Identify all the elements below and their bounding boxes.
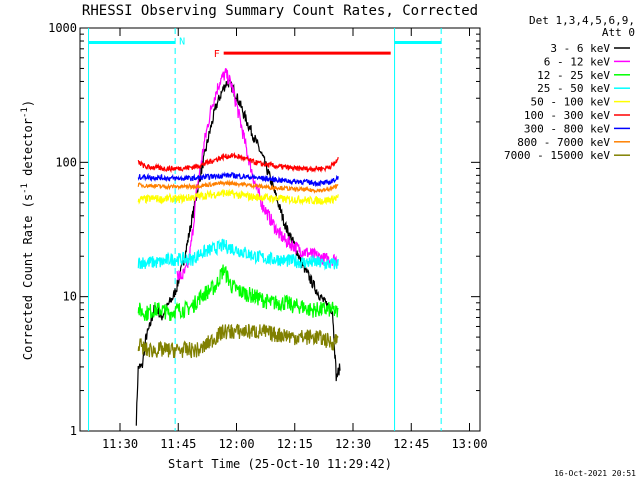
x-tick-label-4: 12:30 (335, 437, 371, 451)
night-label: N (179, 36, 185, 47)
legend-label-3: 25 - 50 keV (537, 82, 610, 95)
y-tick-label-1: 10 (63, 290, 77, 304)
legend-label-1: 6 - 12 keV (544, 55, 611, 68)
y-tick-label-2: 100 (55, 155, 77, 169)
x-tick-label-0: 11:30 (102, 437, 138, 451)
svg-text:Corrected Count Rate (s-1 dete: Corrected Count Rate (s-1 detector-1) (20, 100, 35, 360)
series-line-25-50-keV (137, 238, 339, 271)
legend-label-7: 800 - 7000 keV (517, 136, 610, 149)
legend-label-0: 3 - 6 keV (550, 42, 610, 55)
legend-label-5: 100 - 300 keV (524, 109, 610, 122)
series-line-50-100-keV (137, 188, 339, 206)
legend-header-1: Att 0 (602, 26, 635, 39)
series-line-800-7000-keV (137, 179, 339, 194)
flare-label: F (214, 49, 220, 60)
x-axis-label: Start Time (25-Oct-10 11:29:42) (168, 457, 392, 471)
x-tick-label-2: 12:00 (218, 437, 254, 451)
series-line-300-800-keV (137, 171, 339, 188)
legend-label-8: 7000 - 15000 keV (504, 149, 610, 162)
x-tick-label-6: 13:00 (451, 437, 487, 451)
series-line-12-25-keV (137, 264, 339, 322)
legend-label-2: 12 - 25 keV (537, 69, 610, 82)
x-tick-label-1: 11:45 (160, 437, 196, 451)
legend-header-0: Det 1,3,4,5,6,9, (529, 14, 635, 27)
series-line-100-300-keV (137, 151, 339, 174)
y-axis-label: Corrected Count Rate (s-1 detector-1) (20, 100, 35, 360)
y-tick-label-0: 1 (70, 424, 77, 438)
x-tick-label-3: 12:15 (277, 437, 313, 451)
legend-label-4: 50 - 100 keV (531, 96, 611, 109)
series-line-7000-15000-keV (137, 323, 339, 359)
series-line-6-12-keV (176, 68, 339, 281)
x-tick-label-5: 12:45 (393, 437, 429, 451)
series-line-3-6-keV (135, 79, 341, 426)
y-tick-label-3: 1000 (48, 21, 77, 35)
plot-frame (79, 27, 481, 432)
chart-title: RHESSI Observing Summary Count Rates, Co… (82, 3, 478, 19)
legend-label-6: 300 - 800 keV (524, 122, 610, 135)
timestamp: 16-Oct-2021 20:51 (554, 469, 636, 478)
